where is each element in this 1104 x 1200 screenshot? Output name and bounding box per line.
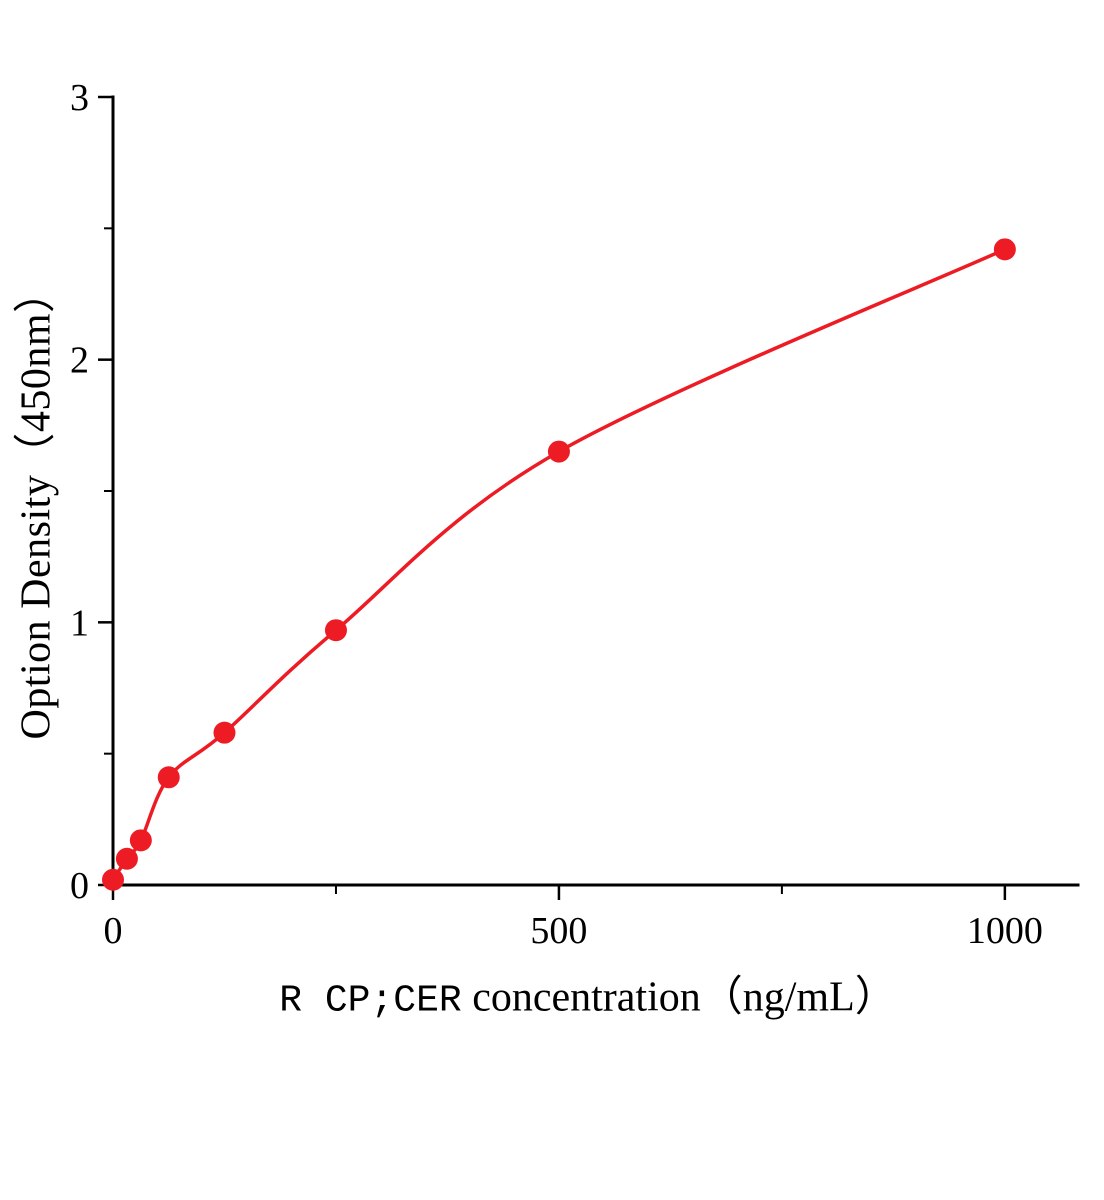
data-point (129, 829, 152, 852)
data-point (102, 868, 124, 891)
y-tick-label: 0 (70, 865, 89, 907)
x-tick-label: 1000 (967, 910, 1043, 952)
data-point (324, 619, 347, 642)
x-axis-title-analyte: R CP;CER (279, 979, 462, 1023)
x-tick-label: 500 (530, 910, 587, 952)
y-tick-label: 1 (70, 602, 89, 644)
y-tick-label: 3 (70, 77, 89, 119)
y-axis-title: Option Density（450nm） (13, 270, 60, 740)
x-axis-title: R CP;CER concentration（ng/mL） (279, 963, 897, 1024)
y-tick-label: 2 (70, 340, 89, 382)
data-point (993, 238, 1016, 261)
data-point (213, 721, 236, 744)
x-tick-label: 0 (104, 910, 123, 952)
fitted-curve (111, 247, 1006, 881)
axis-lines (111, 95, 1080, 887)
x-axis-title-units: concentration（ng/mL） (461, 974, 897, 1021)
data-point (115, 847, 138, 870)
data-point (547, 440, 570, 463)
data-point (157, 766, 180, 789)
